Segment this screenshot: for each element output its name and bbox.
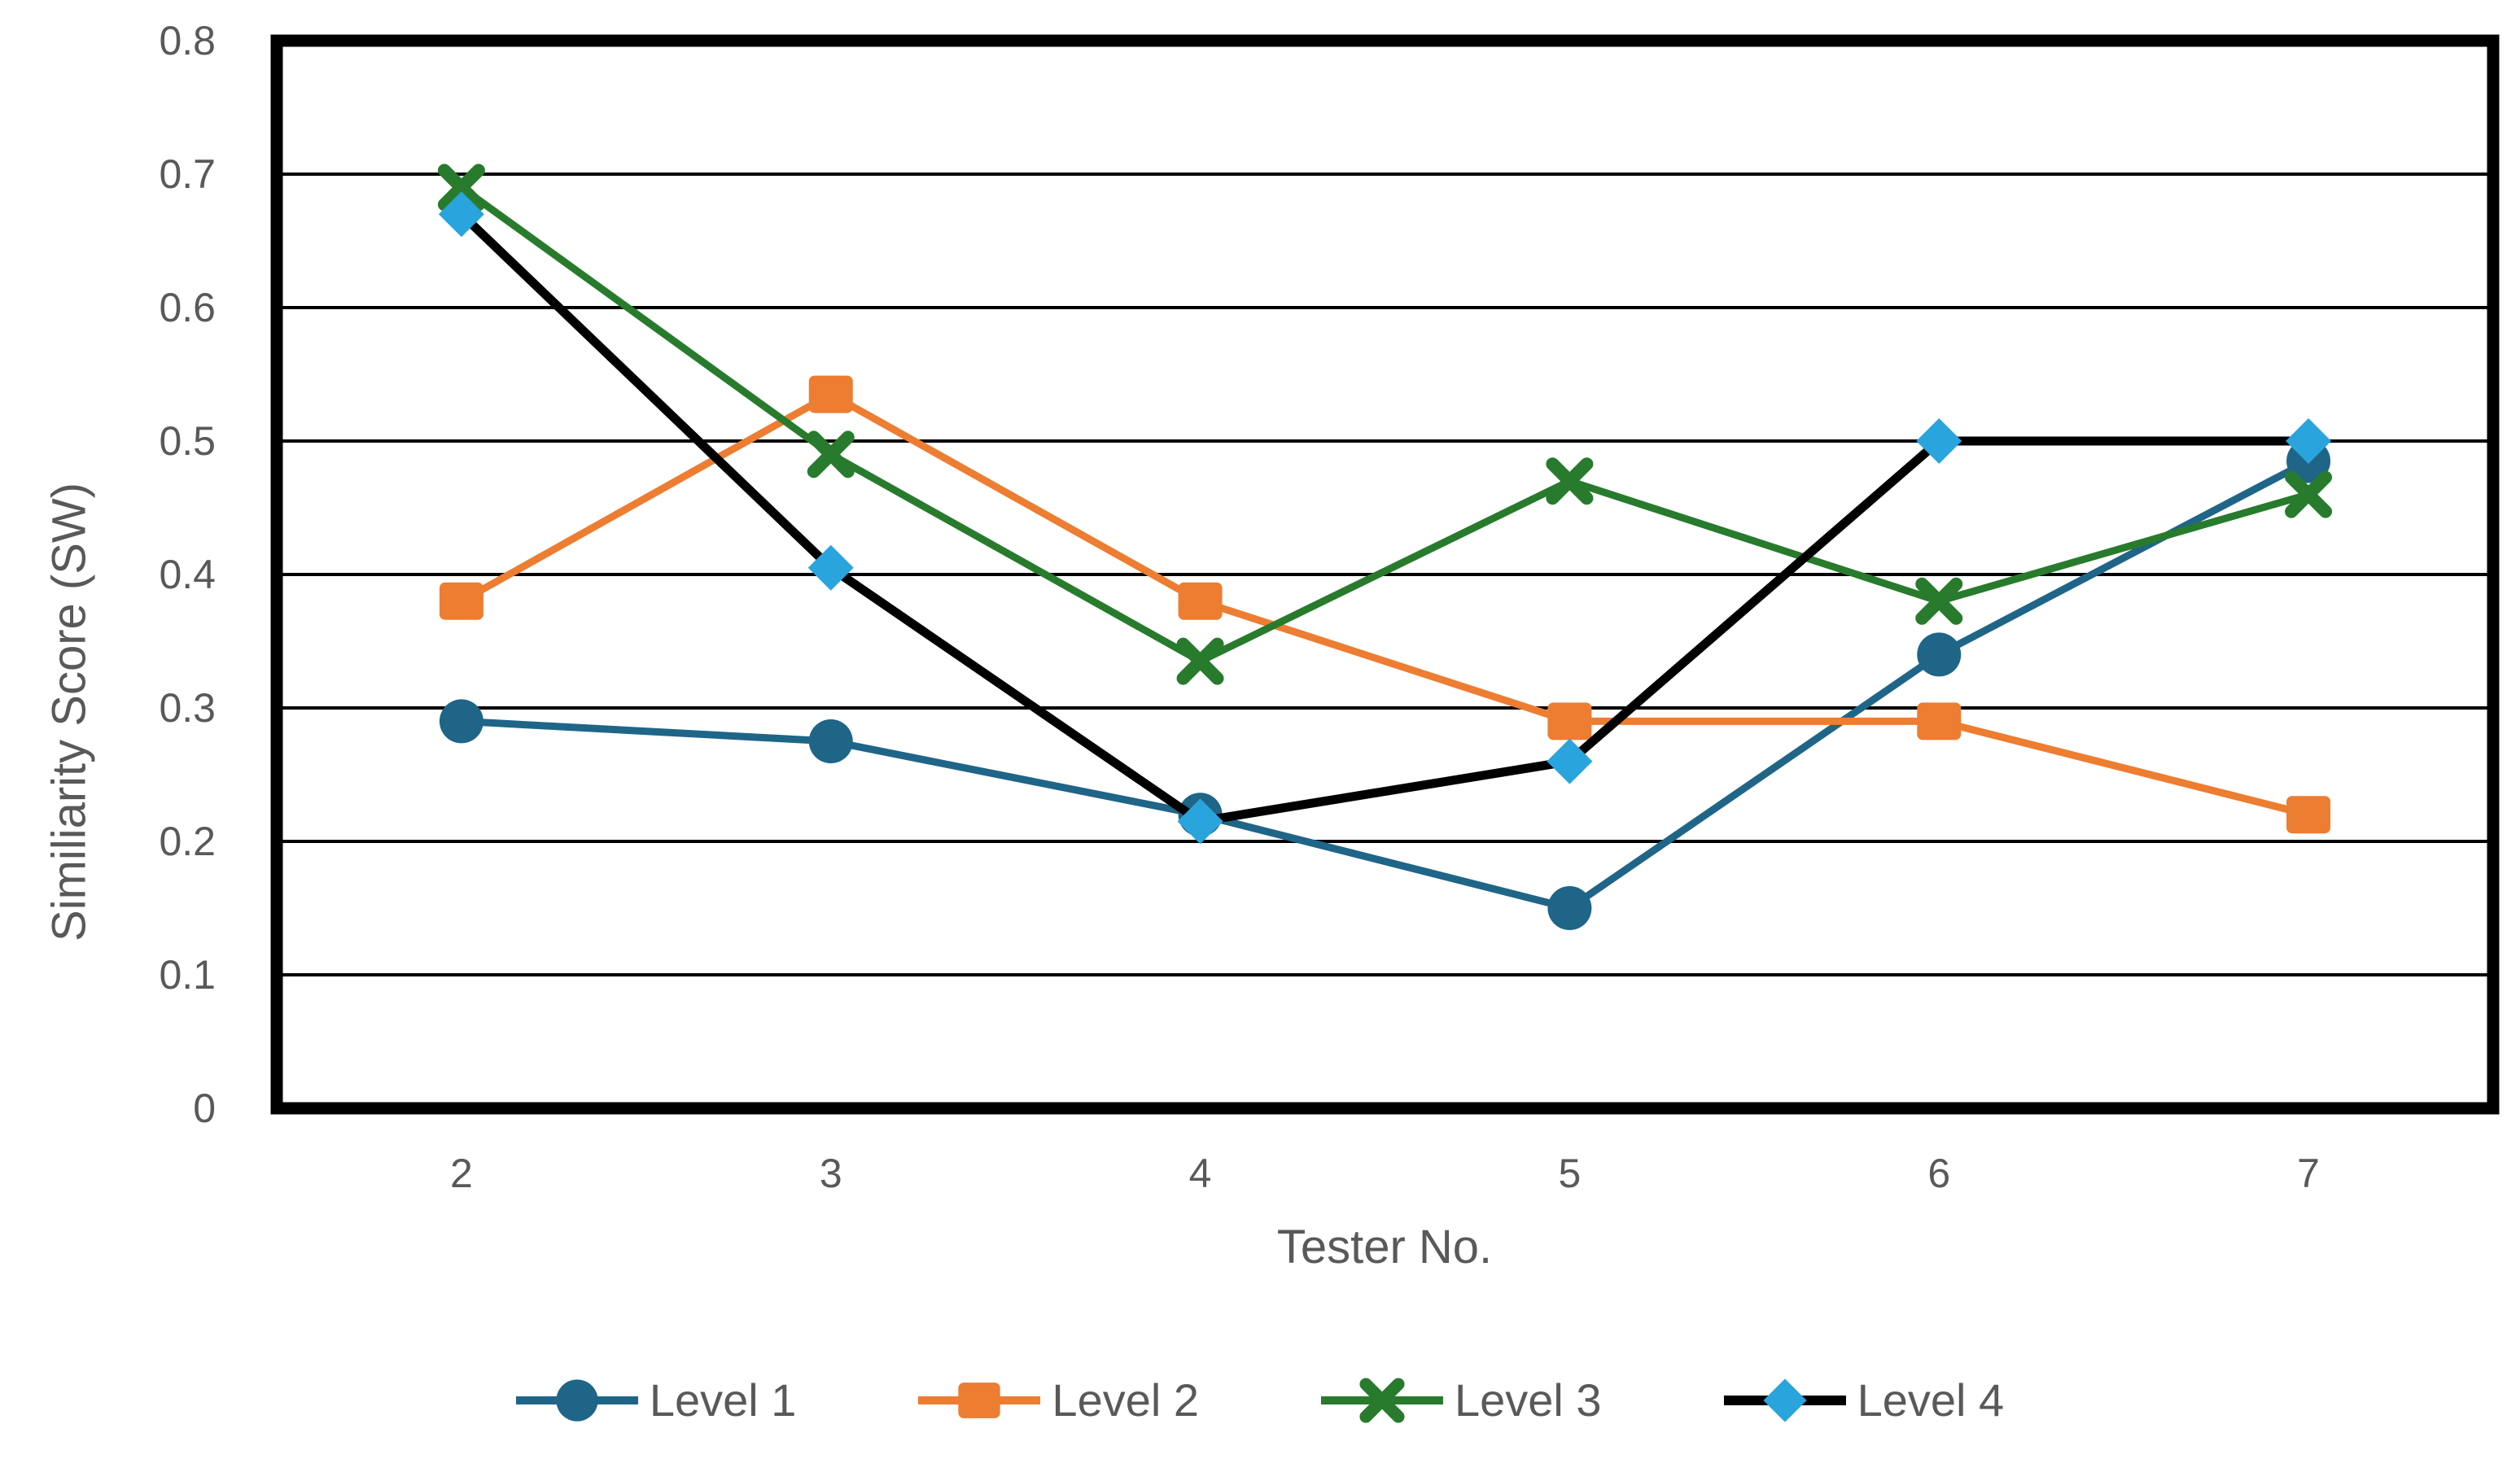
legend-label: Level 4: [1857, 1374, 2005, 1426]
series-line-level-3: [459, 184, 2310, 666]
plot-frame: [270, 34, 2500, 1115]
x-axis-title: Tester No.: [1277, 1221, 1492, 1273]
square-legend-icon: [918, 1382, 1041, 1418]
x-tick-label: 2: [450, 1151, 473, 1196]
square-marker: [1547, 702, 1592, 740]
legend: Level 1 Level 2 Level 3 Level 4: [0, 1374, 2520, 1426]
circle-marker: [808, 719, 853, 763]
x-marker: [1915, 577, 1963, 625]
diamond-marker: [807, 544, 854, 591]
square-marker: [808, 375, 853, 413]
diamond-legend-icon: [1723, 1378, 1846, 1422]
square-marker: [958, 1382, 1001, 1418]
x-tick-label: 5: [1559, 1151, 1582, 1196]
legend-item-level-1: Level 1: [515, 1374, 797, 1426]
circle-marker: [1917, 632, 1962, 677]
square-marker: [2286, 796, 2331, 834]
legend-item-level-3: Level 3: [1321, 1374, 1602, 1426]
legend-label: Level 1: [649, 1374, 797, 1426]
y-tick-label: 0.4: [159, 552, 216, 597]
y-tick-label: 0.5: [159, 418, 216, 464]
square-marker: [439, 582, 483, 620]
legend-label: Level 3: [1455, 1374, 1602, 1426]
y-tick-label: 0.3: [159, 685, 216, 731]
y-tick-label: 0.7: [159, 151, 216, 197]
x-legend-icon: [1321, 1377, 1443, 1423]
y-tick-label: 0.1: [159, 952, 216, 998]
x-tick-label: 7: [2297, 1151, 2320, 1196]
series-line-level-4: [458, 211, 2309, 827]
legend-label: Level 2: [1052, 1374, 1199, 1426]
diamond-marker: [1762, 1378, 1807, 1422]
circle-marker: [1547, 886, 1592, 930]
diamond-marker: [1177, 798, 1223, 845]
diamond-marker: [2286, 418, 2332, 464]
legend-item-level-2: Level 2: [918, 1374, 1199, 1426]
square-marker: [1178, 582, 1223, 620]
circle-marker: [439, 699, 483, 744]
square-marker: [1917, 702, 1962, 740]
y-tick-label: 0.2: [159, 819, 216, 864]
x-tick-label: 4: [1189, 1151, 1212, 1196]
x-marker: [1176, 637, 1224, 685]
diamond-marker: [438, 191, 484, 238]
x-tick-label: 6: [1927, 1151, 1950, 1196]
y-axis-title: Similiarity Score (SW): [43, 483, 96, 941]
y-tick-label: 0.6: [159, 285, 216, 330]
x-marker: [807, 430, 855, 478]
series-line-level-1: [461, 457, 2311, 912]
x-tick-label: 3: [820, 1151, 842, 1196]
y-tick-label: 0: [193, 1086, 216, 1131]
legend-item-level-4: Level 4: [1723, 1374, 2005, 1426]
y-tick-label: 0.8: [159, 18, 216, 63]
x-marker: [2285, 470, 2333, 518]
diamond-marker: [1916, 418, 1962, 464]
x-marker: [1359, 1377, 1405, 1423]
diamond-marker: [1547, 738, 1593, 784]
series-line-level-2: [459, 390, 2310, 819]
circle-legend-icon: [515, 1378, 638, 1422]
x-marker: [437, 164, 485, 212]
circle-marker: [556, 1378, 598, 1422]
x-marker: [1546, 457, 1594, 505]
